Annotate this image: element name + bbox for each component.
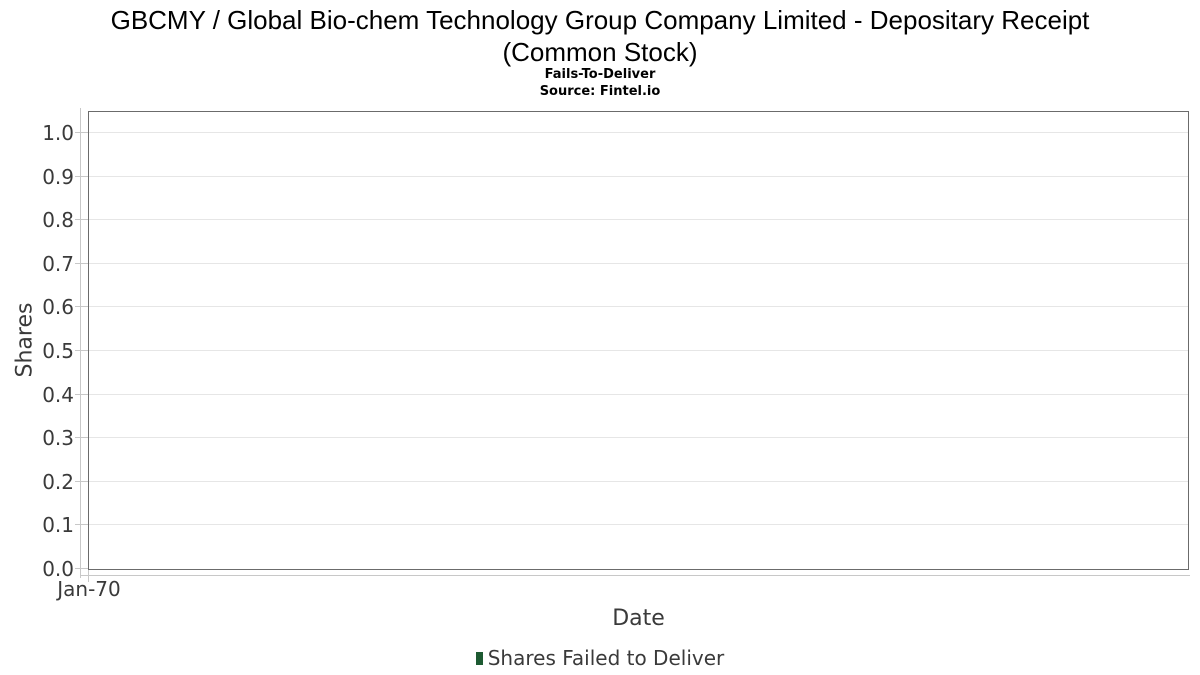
y-tick-label: 0.1: [42, 513, 74, 537]
legend-marker-swatch: [475, 651, 483, 665]
x-tick-mark: [88, 570, 89, 582]
y-gridline: [89, 132, 1188, 133]
y-gridline: [89, 437, 1188, 438]
y-gridline: [89, 524, 1188, 525]
y-tick-label: 0.0: [42, 557, 74, 581]
chart-title-line2: (Common Stock): [502, 37, 698, 67]
y-axis-title: Shares: [12, 302, 38, 378]
y-gridline: [89, 263, 1188, 264]
y-tick-mark: [75, 219, 88, 220]
legend: Shares Failed to Deliver: [0, 646, 1200, 670]
chart-source: Source: Fintel.io: [539, 84, 661, 99]
legend-series-label: Shares Failed to Deliver: [487, 646, 725, 670]
y-tick-mark: [75, 306, 88, 307]
chart-title-line1: GBCMY / Global Bio-chem Technology Group…: [110, 5, 1090, 35]
y-tick-mark: [75, 132, 88, 133]
y-tick-mark: [75, 350, 88, 351]
y-tick-label: 0.4: [42, 383, 74, 407]
y-tick-mark: [75, 394, 88, 395]
y-gridline: [89, 176, 1188, 177]
y-tick-mark: [75, 481, 88, 482]
y-gridline: [89, 394, 1188, 395]
y-tick-label: 0.8: [42, 208, 74, 232]
y-tick-mark: [75, 568, 88, 569]
plot-area: Jan-70 0.0 0.1 0.2 0.3 0.4 0.5 0.6 0.7 0.8 0.9 1.0: [42, 108, 1190, 601]
y-gridline: [89, 219, 1188, 220]
y-tick-label: 0.3: [42, 426, 74, 450]
y-tick-mark: [75, 176, 88, 177]
y-tick-mark: [75, 263, 88, 264]
y-axis-line: [80, 108, 81, 578]
y-tick-label: 0.7: [42, 252, 74, 276]
y-gridline: [89, 481, 1188, 482]
y-tick-mark: [75, 437, 88, 438]
y-gridline: [89, 350, 1188, 351]
y-tick-label: 0.5: [42, 339, 74, 363]
chart-subtitle: Fails-To-Deliver: [544, 67, 656, 82]
y-tick-mark: [75, 524, 88, 525]
x-tick-label: Jan-70: [57, 577, 121, 601]
y-tick-label: 1.0: [42, 121, 74, 145]
x-axis-line: [80, 575, 1190, 576]
x-axis-title: Date: [612, 606, 665, 631]
y-tick-label: 0.9: [42, 165, 74, 189]
y-tick-label: 0.2: [42, 470, 74, 494]
y-gridline: [89, 306, 1188, 307]
y-tick-label: 0.6: [42, 295, 74, 319]
